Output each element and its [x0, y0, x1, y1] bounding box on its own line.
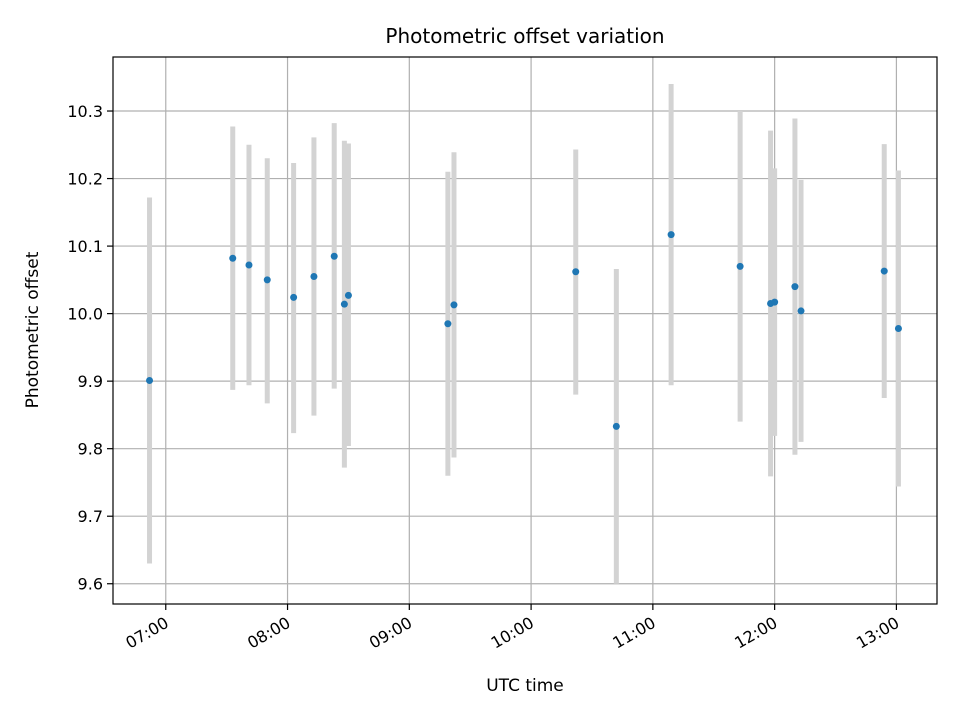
data-point: [667, 231, 675, 239]
data-point: [791, 283, 799, 291]
y-tick-label: 9.6: [78, 575, 103, 594]
data-point: [245, 261, 253, 269]
data-point: [229, 254, 237, 262]
data-point: [310, 272, 318, 280]
y-tick-label: 10.0: [67, 305, 103, 324]
data-points: [146, 231, 902, 430]
data-point: [344, 291, 352, 299]
y-tick-label: 10.3: [67, 102, 103, 121]
y-tick-label: 10.2: [67, 170, 103, 189]
x-axis-label: UTC time: [486, 676, 564, 696]
data-point: [771, 298, 779, 306]
data-point: [330, 252, 338, 260]
data-point: [450, 301, 458, 309]
y-tick-label: 9.9: [78, 372, 103, 391]
y-tick-label: 9.7: [78, 507, 103, 526]
chart-title: Photometric offset variation: [385, 24, 664, 48]
data-point: [894, 324, 902, 332]
data-point: [797, 307, 805, 315]
data-point: [736, 262, 744, 270]
y-tick-label: 9.8: [78, 440, 103, 459]
data-point: [290, 293, 298, 301]
data-point: [880, 267, 888, 275]
data-point: [572, 268, 580, 276]
y-axis: 9.6 9.7 9.8 9.9 10.0 10.1 10.2 10.3: [67, 102, 113, 594]
data-point: [263, 276, 271, 284]
data-point: [612, 422, 620, 430]
data-point: [340, 300, 348, 308]
y-axis-label: Photometric offset: [23, 251, 43, 408]
data-point: [444, 320, 452, 328]
y-tick-label: 10.1: [67, 237, 103, 256]
plot-frame: [112, 56, 938, 605]
data-point: [146, 376, 154, 384]
